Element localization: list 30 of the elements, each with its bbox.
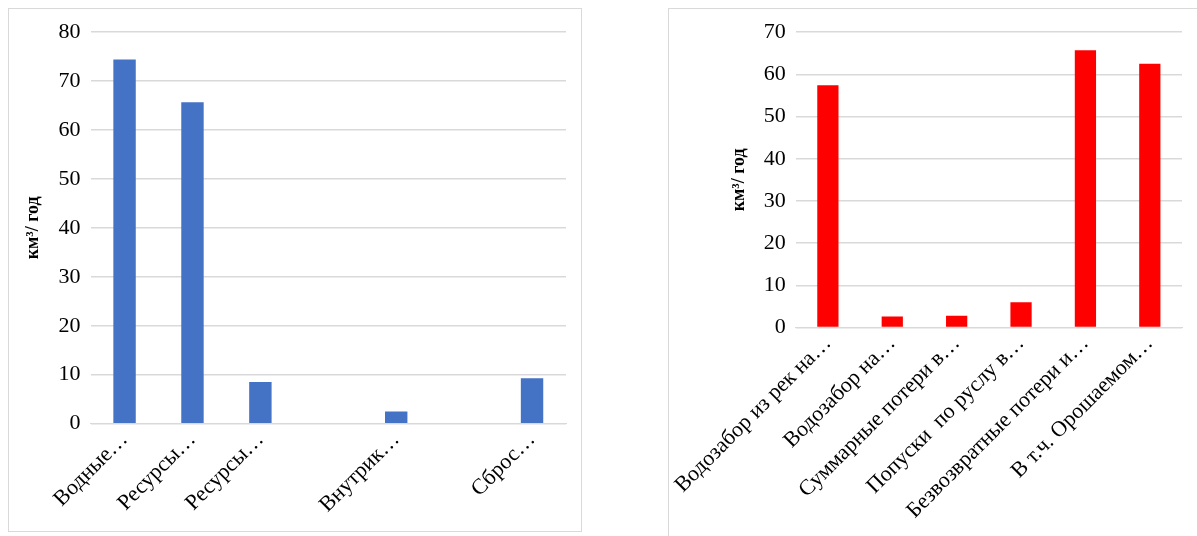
- bar: [249, 382, 272, 423]
- y-tick-label: 70: [58, 66, 81, 92]
- y-tick-label: 10: [763, 271, 786, 297]
- y-tick-label: 20: [763, 228, 786, 254]
- y-tick-label: 40: [763, 144, 786, 170]
- y-tick-label: 80: [58, 17, 81, 43]
- bar: [1010, 302, 1032, 327]
- y-tick-label: 0: [774, 313, 786, 339]
- y-axis-title: км³/ год: [22, 196, 43, 260]
- bar: [520, 378, 544, 423]
- y-tick-label: 70: [763, 17, 786, 43]
- y-tick-label: 60: [58, 115, 81, 141]
- bar: [385, 411, 408, 423]
- y-tick-label: 60: [763, 60, 786, 86]
- bar: [1139, 63, 1161, 327]
- bar: [881, 316, 903, 327]
- y-axis-title: км³/ год: [727, 148, 748, 212]
- bar: [1074, 50, 1097, 327]
- y-tick-label: 50: [763, 102, 786, 128]
- y-tick-label: 50: [58, 164, 81, 190]
- y-tick-label: 30: [58, 262, 81, 288]
- y-tick-label: 10: [58, 360, 81, 386]
- bar: [181, 102, 204, 423]
- y-tick-label: 30: [763, 186, 786, 212]
- bar: [817, 85, 839, 327]
- bar: [113, 59, 136, 423]
- y-tick-label: 0: [69, 409, 81, 435]
- y-tick-label: 40: [58, 213, 81, 239]
- bar: [946, 315, 968, 327]
- y-tick-label: 20: [58, 311, 81, 337]
